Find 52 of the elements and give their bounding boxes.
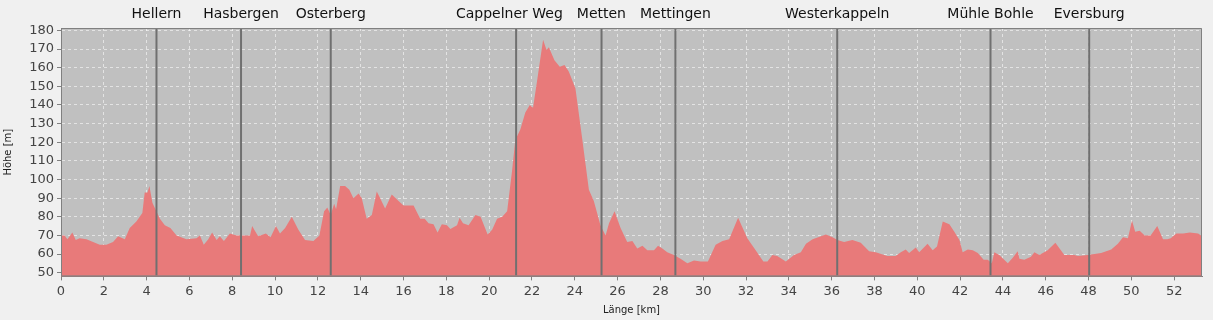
- x-tick-label: 8: [228, 282, 237, 298]
- x-tick-label: 22: [523, 282, 541, 298]
- y-tick-label: 130: [29, 114, 54, 130]
- y-tick-label: 90: [37, 189, 54, 205]
- y-tick-label: 180: [29, 21, 54, 37]
- y-axis-title: Höhe [m]: [1, 128, 13, 176]
- x-tick-label: 4: [142, 282, 151, 298]
- y-tick-label: 150: [29, 77, 54, 93]
- ref-line-label: Hasbergen: [203, 4, 279, 21]
- x-tick-label: 32: [737, 282, 755, 298]
- x-tick-label: 42: [951, 282, 969, 298]
- x-tick-label: 26: [609, 282, 626, 298]
- x-axis-title: Länge [km]: [602, 303, 661, 315]
- y-tick-label: 110: [29, 152, 54, 168]
- y-tick-label: 60: [37, 245, 54, 261]
- x-tick-label: 10: [266, 282, 284, 298]
- ref-line-label: Westerkappeln: [785, 4, 890, 21]
- x-tick-label: 20: [480, 282, 498, 298]
- x-tick-label: 24: [566, 282, 584, 298]
- y-tick-label: 160: [29, 59, 54, 75]
- x-tick-label: 0: [56, 282, 66, 298]
- x-tick-label: 6: [185, 282, 194, 298]
- y-tick-label: 100: [29, 170, 54, 186]
- ref-line-label: Mühle Bohle: [947, 4, 1034, 21]
- y-tick-label: 120: [29, 133, 54, 149]
- x-tick-label: 50: [1123, 282, 1140, 298]
- y-tick-label: 80: [37, 208, 54, 224]
- y-tick-label: 50: [37, 264, 54, 280]
- x-tick-label: 34: [780, 282, 798, 298]
- ref-line-label: Osterberg: [295, 4, 366, 21]
- x-tick-label: 12: [309, 282, 327, 298]
- y-tick-label: 70: [37, 226, 54, 242]
- x-tick-label: 40: [909, 282, 926, 298]
- x-tick-label: 18: [438, 282, 455, 298]
- x-tick-label: 28: [652, 282, 669, 298]
- ref-line-label: Eversburg: [1053, 4, 1125, 21]
- ref-line-label: Cappelner Weg: [455, 4, 563, 21]
- y-tick-label: 170: [29, 40, 54, 56]
- x-tick-label: 46: [1037, 282, 1054, 298]
- x-tick-label: 30: [694, 282, 712, 298]
- x-tick-label: 44: [994, 282, 1012, 298]
- y-tick-label: 140: [29, 96, 54, 112]
- x-tick-label: 14: [352, 282, 369, 298]
- ref-line-label: Mettingen: [639, 4, 711, 21]
- ref-line-label: Hellern: [131, 4, 182, 21]
- x-tick-label: 48: [1080, 282, 1097, 298]
- x-tick-label: 38: [866, 282, 883, 298]
- x-tick-label: 2: [99, 282, 108, 298]
- x-tick-label: 36: [823, 282, 840, 298]
- x-tick-label: 16: [395, 282, 412, 298]
- x-tick-label: 52: [1165, 282, 1183, 298]
- ref-line-label: Metten: [576, 4, 626, 21]
